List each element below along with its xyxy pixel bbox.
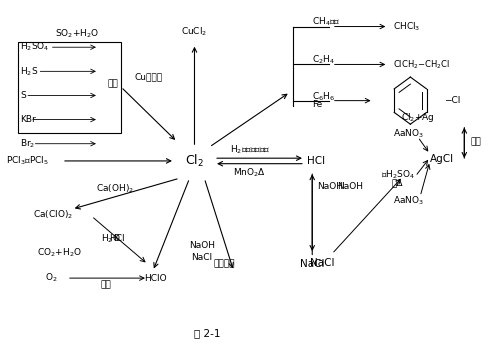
Text: Cu，点燃: Cu，点燃 bbox=[134, 72, 162, 81]
Text: SO$_2$+H$_2$O: SO$_2$+H$_2$O bbox=[55, 27, 99, 40]
Text: NaCl: NaCl bbox=[191, 253, 213, 262]
Text: NaOH: NaOH bbox=[189, 241, 215, 250]
Text: 图 2-1: 图 2-1 bbox=[193, 328, 220, 338]
Text: HCl: HCl bbox=[109, 234, 124, 243]
Text: ，Δ: ，Δ bbox=[392, 178, 403, 187]
Text: CO$_2$+H$_2$O: CO$_2$+H$_2$O bbox=[37, 246, 82, 258]
Text: Ca(OH)$_2$: Ca(OH)$_2$ bbox=[96, 182, 134, 195]
Text: Cl$_2$+Ag: Cl$_2$+Ag bbox=[401, 111, 434, 124]
Text: CHCl$_3$: CHCl$_3$ bbox=[393, 20, 421, 33]
Text: NaOH: NaOH bbox=[317, 182, 343, 191]
Text: C$_2$H$_4$: C$_2$H$_4$ bbox=[312, 53, 336, 65]
Text: 光照: 光照 bbox=[471, 137, 482, 146]
Text: AaNO$_3$: AaNO$_3$ bbox=[393, 127, 424, 140]
Text: −Cl: −Cl bbox=[444, 96, 460, 105]
Text: ClCH$_2$−CH$_2$Cl: ClCH$_2$−CH$_2$Cl bbox=[393, 58, 450, 71]
Text: H$_2$SO$_4$: H$_2$SO$_4$ bbox=[20, 41, 50, 54]
Text: NaCl: NaCl bbox=[300, 259, 325, 269]
Text: O$_2$: O$_2$ bbox=[45, 272, 58, 284]
Text: HCl: HCl bbox=[308, 156, 325, 166]
Text: H$_2$S: H$_2$S bbox=[20, 65, 39, 78]
Text: HClO: HClO bbox=[144, 274, 167, 283]
Text: C$_6$H$_6$: C$_6$H$_6$ bbox=[312, 90, 336, 103]
Text: 电解饱和: 电解饱和 bbox=[213, 260, 235, 269]
Text: CH$_4$，光: CH$_4$，光 bbox=[312, 15, 341, 28]
Text: KBr: KBr bbox=[20, 115, 36, 124]
Text: H$_2$O: H$_2$O bbox=[101, 232, 121, 245]
Text: Fe: Fe bbox=[312, 100, 322, 109]
Text: MnO$_2$Δ: MnO$_2$Δ bbox=[233, 166, 266, 179]
Text: S: S bbox=[20, 91, 26, 100]
Text: PCl$_3$，PCl$_5$: PCl$_3$，PCl$_5$ bbox=[5, 155, 48, 167]
Text: NaCl: NaCl bbox=[310, 258, 334, 267]
Text: CuCl$_2$: CuCl$_2$ bbox=[182, 26, 208, 38]
Text: AgCl: AgCl bbox=[430, 154, 454, 164]
Text: AaNO$_3$: AaNO$_3$ bbox=[393, 194, 424, 207]
Text: Cl$_2$: Cl$_2$ bbox=[185, 153, 204, 169]
Text: Br$_2$: Br$_2$ bbox=[20, 137, 36, 150]
Text: 光照: 光照 bbox=[101, 281, 112, 290]
Text: NaOH: NaOH bbox=[337, 182, 363, 191]
Text: 电解: 电解 bbox=[108, 79, 119, 88]
FancyBboxPatch shape bbox=[18, 42, 121, 133]
Text: 浓H$_2$SO$_4$: 浓H$_2$SO$_4$ bbox=[381, 169, 415, 181]
Text: Ca(ClO)$_2$: Ca(ClO)$_2$ bbox=[32, 208, 73, 221]
Text: H$_2$，点燃或光照: H$_2$，点燃或光照 bbox=[230, 143, 270, 156]
